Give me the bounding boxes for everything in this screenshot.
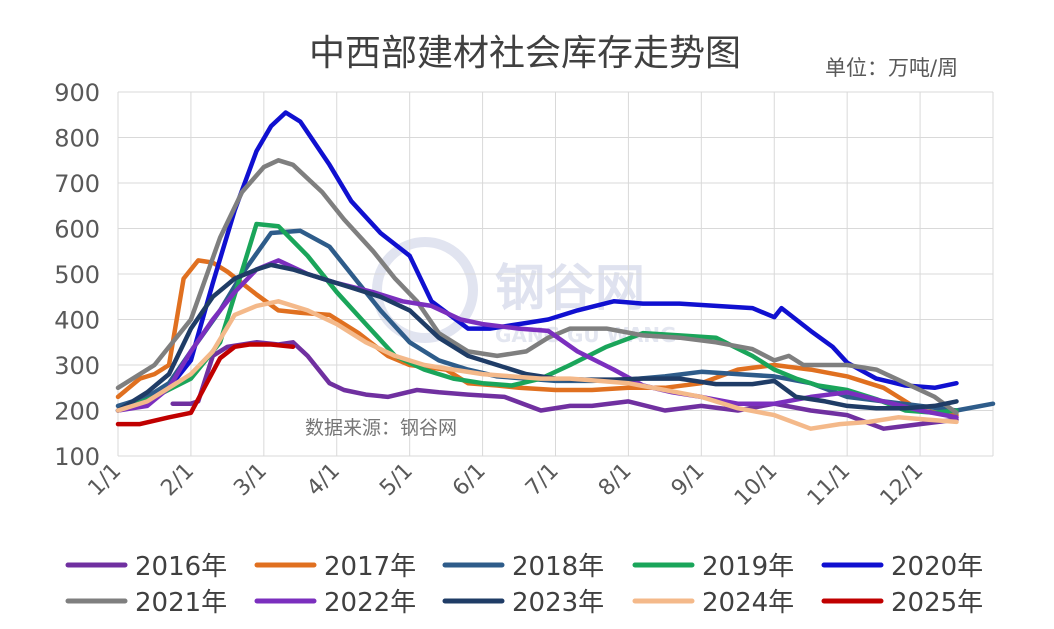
y-tick-label: 800 [54,125,100,153]
x-axis-ticks: 1/1 2/1 3/1 4/1 5/1 6/1 7/1 8/1 9/1 10/1 11/1 12/1 [84,459,929,512]
x-tick-label: 5/1 [375,459,418,502]
legend-label: 2019年 [702,552,794,582]
series-group [115,110,996,431]
y-tick-label: 900 [54,79,100,107]
x-tick-label: 2/1 [156,459,199,502]
y-tick-label: 700 [54,170,100,198]
y-tick-label: 400 [54,307,100,335]
x-tick-label: 11/1 [803,459,856,512]
legend-label: 2024年 [702,588,794,618]
x-tick-label: 4/1 [302,459,345,502]
series-line [115,158,959,416]
legend-label: 2017年 [324,552,416,582]
series-line [115,258,959,420]
x-tick-label: 10/1 [730,459,783,512]
y-tick-label: 300 [54,352,100,380]
x-tick-label: 12/1 [876,459,929,512]
x-tick-label: 3/1 [229,459,272,502]
legend-label: 2023年 [512,588,604,618]
series-line [115,262,959,413]
y-tick-label: 600 [54,216,100,244]
chart-title: 中西部建材社会库存走势图 [309,33,741,74]
legend-label: 2020年 [891,552,983,582]
y-tick-label: 200 [54,398,100,426]
x-tick-label: 8/1 [594,459,637,502]
legend-label: 2025年 [891,588,983,618]
y-tick-label: 100 [54,443,100,471]
x-tick-label: 7/1 [521,459,564,502]
legend-label: 2022年 [324,588,416,618]
legend-label: 2016年 [135,552,227,582]
unit-label: 单位：万吨/周 [825,56,958,80]
legend: 2016年 2017年 2018年 2019年 2020年 2021年 2022年 2023年… [65,552,983,618]
y-tick-label: 500 [54,261,100,289]
y-axis-ticks: 100 200 300 400 500 600 700 800 900 [54,79,100,471]
legend-label: 2021年 [135,588,227,618]
watermark-text: 钢谷网 [495,259,645,317]
legend-label: 2018年 [512,552,604,582]
x-tick-label: 9/1 [667,459,710,502]
watermark-logo-icon [372,237,478,343]
source-note: 数据来源：钢谷网 [305,417,457,439]
x-tick-label: 6/1 [448,459,491,502]
series-line [115,299,959,431]
series-line [115,221,959,416]
series-line [115,342,296,427]
